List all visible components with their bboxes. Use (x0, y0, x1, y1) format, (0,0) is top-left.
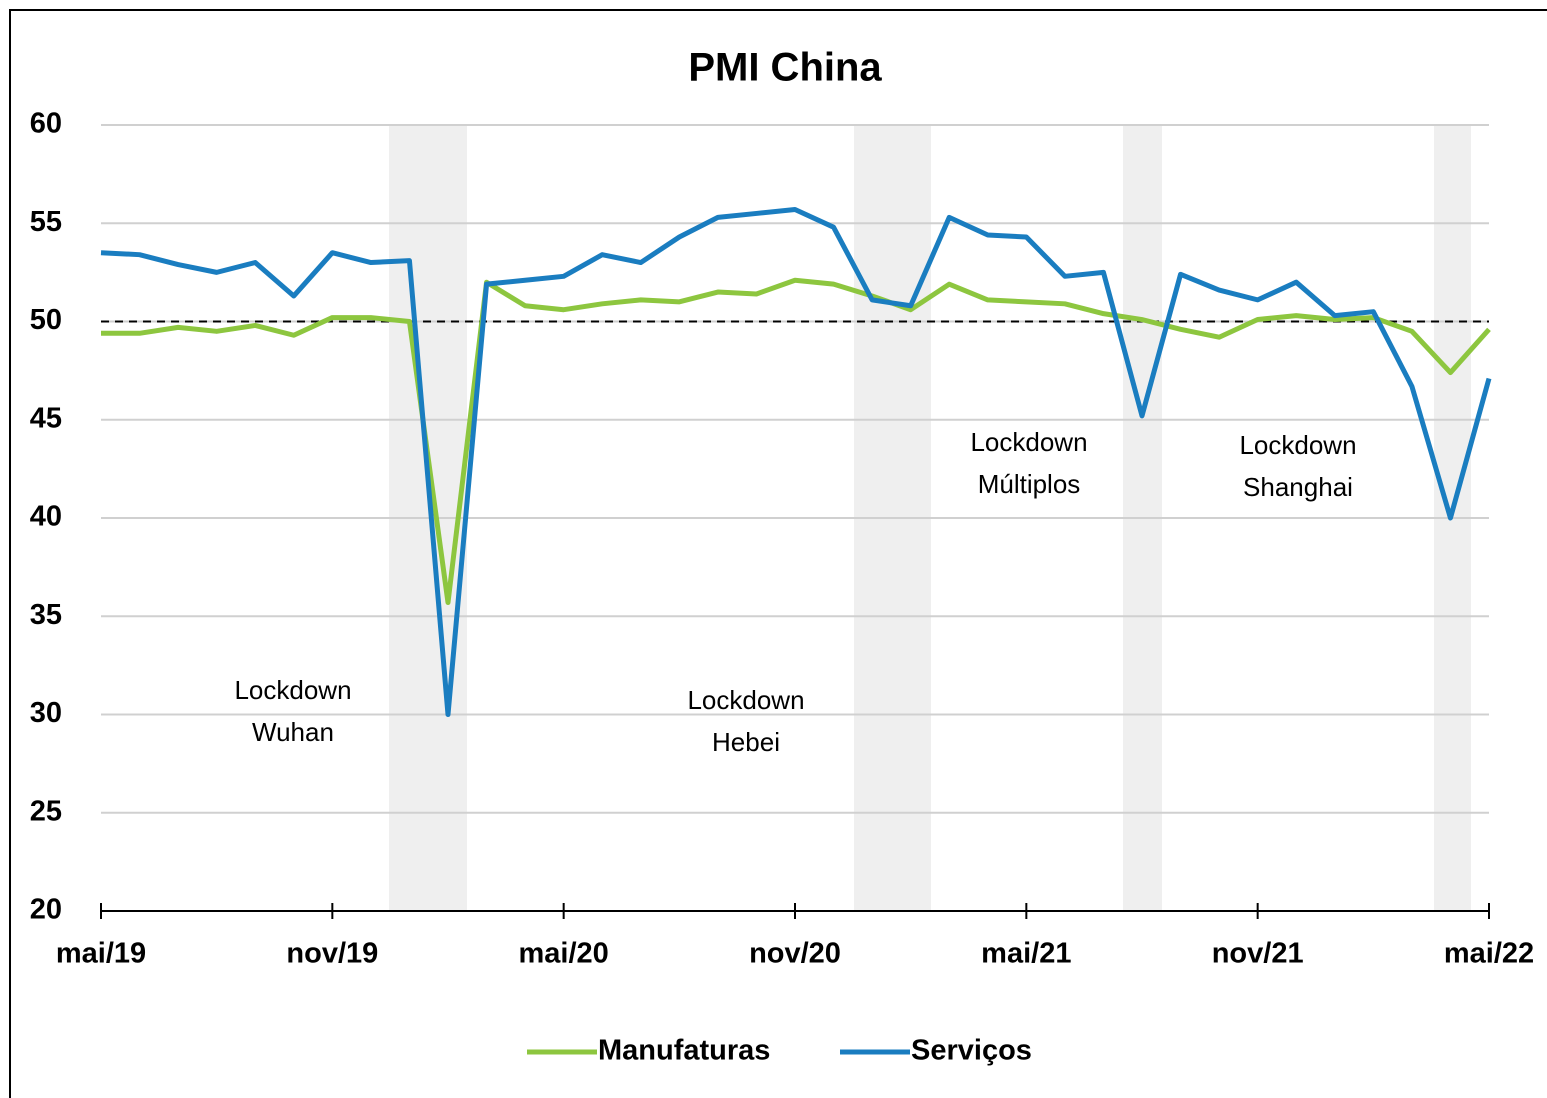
annotation: Lockdown (970, 427, 1087, 457)
x-tick-label: mai/21 (981, 938, 1071, 970)
x-tick-label: nov/21 (1212, 938, 1304, 970)
annotation: Hebei (712, 727, 780, 757)
annotation: Lockdown (1239, 430, 1356, 460)
y-tick-label: 50 (30, 304, 62, 336)
annotation: Shanghai (1243, 472, 1353, 502)
annotation: Lockdown (234, 675, 351, 705)
x-tick-label: nov/20 (749, 938, 841, 970)
y-tick-label: 30 (30, 697, 62, 729)
annotation: Múltiplos (978, 469, 1081, 499)
y-tick-label: 35 (30, 599, 62, 631)
y-tick-label: 45 (30, 402, 62, 434)
y-tick-label: 60 (30, 108, 62, 140)
x-tick-label: nov/19 (286, 938, 378, 970)
series-line (100, 206, 1492, 717)
x-tick-label: mai/20 (519, 938, 609, 970)
y-tick-label: 55 (30, 206, 62, 238)
x-tick-label: mai/22 (1444, 938, 1534, 970)
chart-title: PMI China (688, 46, 882, 90)
frame (9, 9, 1547, 1098)
y-tick-label: 25 (30, 795, 62, 827)
y-tick-label: 20 (30, 894, 62, 926)
annotation: Lockdown (687, 685, 804, 715)
legend-label: Serviços (911, 1035, 1032, 1067)
legend-label: Manufaturas (598, 1035, 770, 1067)
y-tick-label: 40 (30, 501, 62, 533)
series-line (101, 277, 1491, 605)
x-tick-label: mai/19 (56, 938, 146, 970)
annotation: Wuhan (252, 717, 334, 747)
